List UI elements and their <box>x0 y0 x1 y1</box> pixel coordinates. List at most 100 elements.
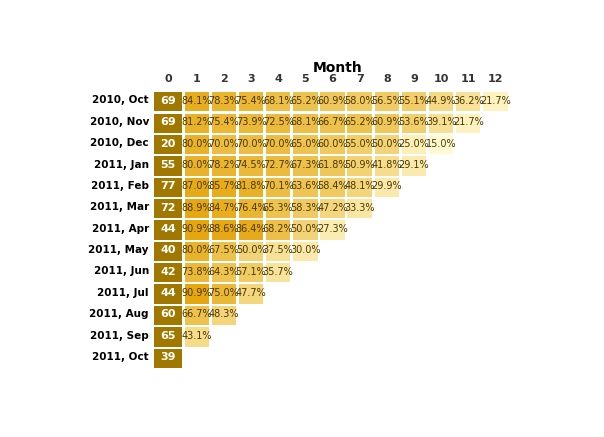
Text: 70.0%: 70.0% <box>208 139 239 149</box>
Text: 29.1%: 29.1% <box>399 160 429 170</box>
Bar <box>320 92 345 111</box>
Bar <box>266 220 291 240</box>
Text: 66.7%: 66.7% <box>181 309 212 319</box>
Text: 21.7%: 21.7% <box>453 117 484 127</box>
Text: 75.4%: 75.4% <box>208 117 239 127</box>
Text: 65.2%: 65.2% <box>344 117 375 127</box>
Text: 74.5%: 74.5% <box>236 160 266 170</box>
Text: 56.5%: 56.5% <box>371 96 402 106</box>
Text: 77: 77 <box>160 181 176 191</box>
Text: 68.1%: 68.1% <box>290 117 321 127</box>
Bar <box>320 156 345 176</box>
Bar <box>212 199 236 218</box>
Text: 2010, Dec: 2010, Dec <box>91 138 149 148</box>
Bar <box>293 156 318 176</box>
Text: 37.5%: 37.5% <box>263 246 294 255</box>
Text: 60.0%: 60.0% <box>317 139 348 149</box>
Text: 42: 42 <box>160 267 176 277</box>
Text: 33.3%: 33.3% <box>344 203 375 213</box>
Bar <box>212 242 236 261</box>
Bar <box>483 92 507 111</box>
Text: 20: 20 <box>160 139 176 149</box>
Text: 12: 12 <box>487 74 503 84</box>
Text: 88.9%: 88.9% <box>181 203 212 213</box>
Bar <box>347 156 372 176</box>
Bar <box>347 135 372 154</box>
Text: 39.1%: 39.1% <box>426 117 457 127</box>
Text: 70.0%: 70.0% <box>263 139 294 149</box>
Bar <box>185 327 209 347</box>
Bar <box>293 114 318 133</box>
Text: 88.6%: 88.6% <box>208 224 239 234</box>
Bar <box>239 177 263 197</box>
Bar <box>154 327 182 347</box>
Bar <box>212 156 236 176</box>
Bar <box>212 114 236 133</box>
Text: 15.0%: 15.0% <box>426 139 457 149</box>
Bar <box>266 263 291 282</box>
Bar <box>154 263 182 282</box>
Text: 73.9%: 73.9% <box>236 117 266 127</box>
Bar <box>320 114 345 133</box>
Bar <box>347 177 372 197</box>
Bar <box>266 199 291 218</box>
Bar <box>185 242 209 261</box>
Bar <box>293 135 318 154</box>
Text: 80.0%: 80.0% <box>181 139 212 149</box>
Text: 40: 40 <box>160 246 176 255</box>
Text: 70.0%: 70.0% <box>236 139 266 149</box>
Bar <box>402 114 426 133</box>
Bar <box>266 156 291 176</box>
Bar <box>374 156 399 176</box>
Text: 7: 7 <box>356 74 364 84</box>
Bar <box>320 177 345 197</box>
Text: 44.9%: 44.9% <box>426 96 457 106</box>
Bar <box>374 114 399 133</box>
Text: 75.4%: 75.4% <box>236 96 266 106</box>
Text: 55.1%: 55.1% <box>399 96 429 106</box>
Bar <box>185 220 209 240</box>
Text: 48.1%: 48.1% <box>344 181 375 191</box>
Text: 66.7%: 66.7% <box>317 117 348 127</box>
Text: 1: 1 <box>193 74 201 84</box>
Text: 72.7%: 72.7% <box>263 160 294 170</box>
Bar <box>320 135 345 154</box>
Text: 2011, Aug: 2011, Aug <box>89 309 149 319</box>
Bar <box>212 135 236 154</box>
Text: 4: 4 <box>274 74 282 84</box>
Text: 60.9%: 60.9% <box>371 117 402 127</box>
Text: 58.3%: 58.3% <box>290 203 321 213</box>
Bar <box>212 306 236 325</box>
Text: 2011, Mar: 2011, Mar <box>90 202 149 212</box>
Bar <box>429 92 453 111</box>
Text: 8: 8 <box>383 74 391 84</box>
Text: 61.8%: 61.8% <box>317 160 348 170</box>
Bar <box>185 114 209 133</box>
Bar <box>154 92 182 111</box>
Text: 68.2%: 68.2% <box>263 224 294 234</box>
Bar <box>429 135 453 154</box>
Text: Month: Month <box>313 61 362 75</box>
Text: 30.0%: 30.0% <box>290 246 321 255</box>
Text: 64.3%: 64.3% <box>208 267 239 277</box>
Text: 58.0%: 58.0% <box>344 96 375 106</box>
Text: 70.1%: 70.1% <box>263 181 294 191</box>
Text: 57.1%: 57.1% <box>236 267 266 277</box>
Bar <box>212 92 236 111</box>
Text: 10: 10 <box>434 74 449 84</box>
Text: 81.8%: 81.8% <box>236 181 266 191</box>
Bar <box>266 92 291 111</box>
Bar <box>154 177 182 197</box>
Bar <box>374 135 399 154</box>
Bar <box>185 263 209 282</box>
Text: 53.6%: 53.6% <box>399 117 429 127</box>
Bar <box>154 284 182 304</box>
Bar <box>212 177 236 197</box>
Text: 84.7%: 84.7% <box>208 203 239 213</box>
Text: 69: 69 <box>160 96 176 106</box>
Bar <box>456 92 480 111</box>
Text: 84.1%: 84.1% <box>181 96 212 106</box>
Text: 58.4%: 58.4% <box>317 181 348 191</box>
Bar <box>185 156 209 176</box>
Text: 63.6%: 63.6% <box>290 181 321 191</box>
